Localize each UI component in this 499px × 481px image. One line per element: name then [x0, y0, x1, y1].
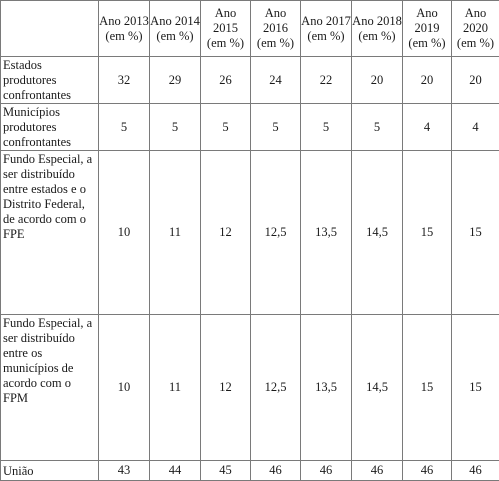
table-cell: 15 — [403, 315, 452, 461]
year-header-2017: Ano 2017(em %) — [301, 1, 352, 57]
table-cell: 13,5 — [301, 151, 352, 315]
table-cell: 43 — [99, 461, 150, 481]
table-cell: 22 — [301, 57, 352, 104]
table-row-municipios-produtores: Municípios produtores confrontantes 5 5 … — [1, 104, 499, 151]
year-header-2016: Ano 2016(em %) — [251, 1, 301, 57]
unit-label: (em %) — [301, 29, 351, 44]
year-header-2015: Ano 2015(em %) — [201, 1, 251, 57]
row-label: Fundo Especial, a ser distribuído entre … — [1, 315, 99, 461]
year-label: Ano 2015 — [201, 6, 250, 36]
table-cell: 5 — [251, 104, 301, 151]
year-label: Ano 2017 — [301, 14, 351, 29]
table-cell: 20 — [403, 57, 452, 104]
year-label: Ano 2016 — [251, 6, 300, 36]
table-cell: 29 — [150, 57, 201, 104]
table-cell: 46 — [403, 461, 452, 481]
table-cell: 46 — [301, 461, 352, 481]
year-header-2013: Ano 2013(em %) — [99, 1, 150, 57]
year-header-2019: Ano 2019(em %) — [403, 1, 452, 57]
table-cell: 46 — [452, 461, 499, 481]
table-cell: 10 — [99, 315, 150, 461]
year-label: Ano 2018 — [352, 14, 402, 29]
table-cell: 26 — [201, 57, 251, 104]
header-row: Ano 2013(em %) Ano 2014(em %) Ano 2015(e… — [1, 1, 499, 57]
table-cell: 15 — [452, 315, 499, 461]
table-row-uniao: União 43 44 45 46 46 46 46 46 — [1, 461, 499, 481]
table-cell: 12,5 — [251, 315, 301, 461]
table-cell: 5 — [99, 104, 150, 151]
unit-label: (em %) — [452, 36, 499, 51]
table-cell: 46 — [352, 461, 403, 481]
row-label: Estados produtores confrontantes — [1, 57, 99, 104]
table-cell: 45 — [201, 461, 251, 481]
year-label: Ano 2013 — [99, 14, 149, 29]
unit-label: (em %) — [150, 29, 200, 44]
table-cell: 15 — [403, 151, 452, 315]
table-cell: 11 — [150, 151, 201, 315]
table-cell: 14,5 — [352, 315, 403, 461]
table-cell: 10 — [99, 151, 150, 315]
table-cell: 44 — [150, 461, 201, 481]
table-cell: 5 — [352, 104, 403, 151]
table-cell: 14,5 — [352, 151, 403, 315]
unit-label: (em %) — [99, 29, 149, 44]
table-cell: 5 — [301, 104, 352, 151]
year-header-2014: Ano 2014(em %) — [150, 1, 201, 57]
table-cell: 32 — [99, 57, 150, 104]
table-cell: 20 — [352, 57, 403, 104]
table-cell: 4 — [452, 104, 499, 151]
table-cell: 11 — [150, 315, 201, 461]
table-cell: 5 — [201, 104, 251, 151]
unit-label: (em %) — [201, 36, 250, 51]
table-row-fundo-especial-fpm: Fundo Especial, a ser distribuído entre … — [1, 315, 499, 461]
year-label: Ano 2020 — [452, 6, 499, 36]
table-cell: 20 — [452, 57, 499, 104]
row-label: Municípios produtores confrontantes — [1, 104, 99, 151]
table-row-estados-produtores: Estados produtores confrontantes 32 29 2… — [1, 57, 499, 104]
table-cell: 12,5 — [251, 151, 301, 315]
year-header-2020: Ano 2020(em %) — [452, 1, 499, 57]
unit-label: (em %) — [352, 29, 402, 44]
table-cell: 12 — [201, 315, 251, 461]
unit-label: (em %) — [251, 36, 300, 51]
unit-label: (em %) — [403, 36, 451, 51]
table-cell: 12 — [201, 151, 251, 315]
table-cell: 5 — [150, 104, 201, 151]
table-row-fundo-especial-fpe: Fundo Especial, a ser distribuído entre … — [1, 151, 499, 315]
table-cell: 15 — [452, 151, 499, 315]
table-cell: 4 — [403, 104, 452, 151]
year-label: Ano 2019 — [403, 6, 451, 36]
table-cell: 13,5 — [301, 315, 352, 461]
table-cell: 46 — [251, 461, 301, 481]
row-label: União — [1, 461, 99, 481]
year-label: Ano 2014 — [150, 14, 200, 29]
table-cell: 24 — [251, 57, 301, 104]
header-corner-cell — [1, 1, 99, 57]
year-header-2018: Ano 2018(em %) — [352, 1, 403, 57]
row-label: Fundo Especial, a ser distribuído entre … — [1, 151, 99, 315]
